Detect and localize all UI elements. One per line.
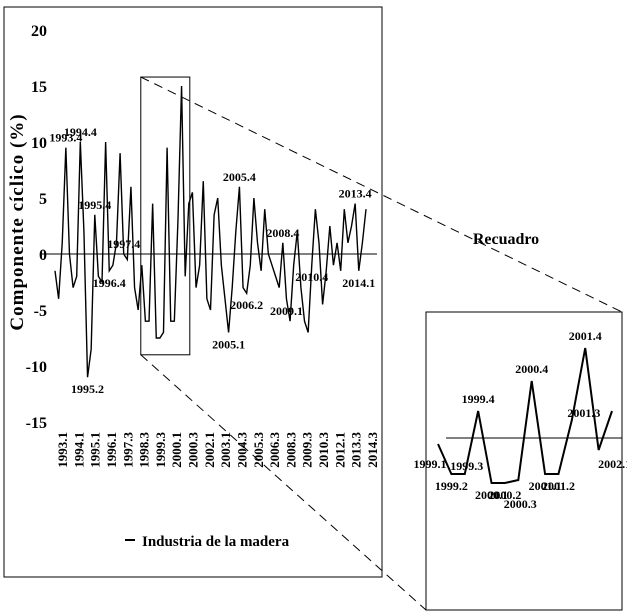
y-tick-label: -5 — [34, 303, 47, 320]
annotation-label: 2005.1 — [212, 337, 245, 351]
x-tick-labels: 1993.1 1994.1 1995.1 1996.1 1997.3 1998.3 1999… — [55, 432, 380, 468]
x-tick-label: 1994.1 — [71, 432, 86, 468]
connector-bottom — [140, 354, 427, 611]
inset-annotation-label: 1999.4 — [462, 392, 495, 406]
x-tick-label: 2003.1 — [218, 432, 233, 468]
x-tick-label: 2008.3 — [283, 432, 298, 468]
x-tick-label: 1999.3 — [153, 432, 168, 468]
annotation-label: 2010.4 — [295, 270, 328, 284]
x-tick-label: 1998.3 — [137, 432, 152, 468]
x-tick-label: 2005.3 — [251, 432, 266, 468]
y-tick-label: 20 — [31, 23, 47, 40]
x-tick-label: 2000.1 — [169, 432, 184, 468]
inset-annotation-label: 2000.4 — [515, 362, 548, 376]
x-tick-label: 2010.3 — [316, 432, 331, 468]
inset-annotation-label: 2001.4 — [569, 329, 602, 343]
x-tick-label: 2013.3 — [349, 432, 364, 468]
x-tick-label: 2000.3 — [186, 432, 201, 468]
connector-top — [140, 76, 623, 313]
annotation-label: 2009.1 — [270, 304, 303, 318]
inset-connectors — [140, 76, 623, 611]
inset-annotation-label: 2001.2 — [542, 479, 575, 493]
annotation-label: 2008.4 — [266, 226, 299, 240]
annotation-label: 1993.4 — [49, 131, 82, 145]
x-tick-label: 1996.1 — [104, 432, 119, 468]
x-tick-label: 1997.3 — [120, 432, 135, 468]
y-tick-label: 15 — [31, 79, 47, 96]
y-tick-label: 10 — [31, 135, 47, 152]
main-series-line — [54, 85, 367, 378]
x-tick-label: 2012.1 — [332, 432, 347, 468]
y-tick-labels: -15 -10 -5 0 5 10 15 20 — [26, 23, 47, 432]
y-tick-label: -15 — [26, 415, 47, 432]
inset-annotation-label: 2000.2 — [488, 488, 521, 502]
annotation-label: 2005.4 — [223, 170, 256, 184]
inset-annotation-label: 1999.2 — [435, 479, 468, 493]
y-tick-label: 5 — [39, 191, 47, 208]
x-tick-label: 2014.3 — [365, 432, 380, 468]
annotation-label: 1994.4 — [64, 125, 97, 139]
x-tick-label: 2002.1 — [202, 432, 217, 468]
inset-annotation-label: 2002.1 — [598, 457, 627, 471]
inset-frame — [425, 311, 623, 611]
x-tick-label: 1993.1 — [55, 432, 70, 468]
main-chart-frame — [3, 6, 383, 578]
annotation-label: 2006.2 — [230, 298, 263, 312]
annotation-label: 1996.4 — [93, 276, 126, 290]
inset-annotation-label: 1999.3 — [450, 459, 483, 473]
inset-annotations: 1999.11999.21999.31999.42000.12000.22000… — [414, 329, 627, 511]
x-tick-label: 2009.3 — [300, 432, 315, 468]
inset-annotation-label: 1999.1 — [414, 457, 447, 471]
inset-annotation-label: 2000.3 — [504, 497, 537, 511]
x-tick-label: 2004.3 — [234, 432, 249, 468]
y-axis-label: Componente cíclico (%) — [7, 113, 28, 330]
legend-label: Industria de la madera — [142, 534, 290, 550]
annotation-label: 1995.4 — [78, 198, 111, 212]
annotation-label: 2013.4 — [339, 187, 372, 201]
inset-series-line — [437, 347, 613, 484]
y-tick-label: -10 — [26, 359, 47, 376]
inset-annotation-label: 2001.3 — [567, 406, 600, 420]
annotation-label: 1997.4 — [107, 237, 140, 251]
annotation-label: 2014.1 — [342, 276, 375, 290]
inset-annotation-label: 2000.1 — [475, 488, 508, 502]
x-tick-label: 1995.1 — [88, 432, 103, 468]
inset-annotation-label: 2001.1 — [529, 479, 562, 493]
inset-title: Recuadro — [473, 231, 539, 248]
zoom-rectangle — [140, 76, 191, 356]
annotation-label: 1995.2 — [71, 382, 104, 396]
x-tick-label: 2006.3 — [267, 432, 282, 468]
y-tick-label: 0 — [39, 247, 47, 264]
